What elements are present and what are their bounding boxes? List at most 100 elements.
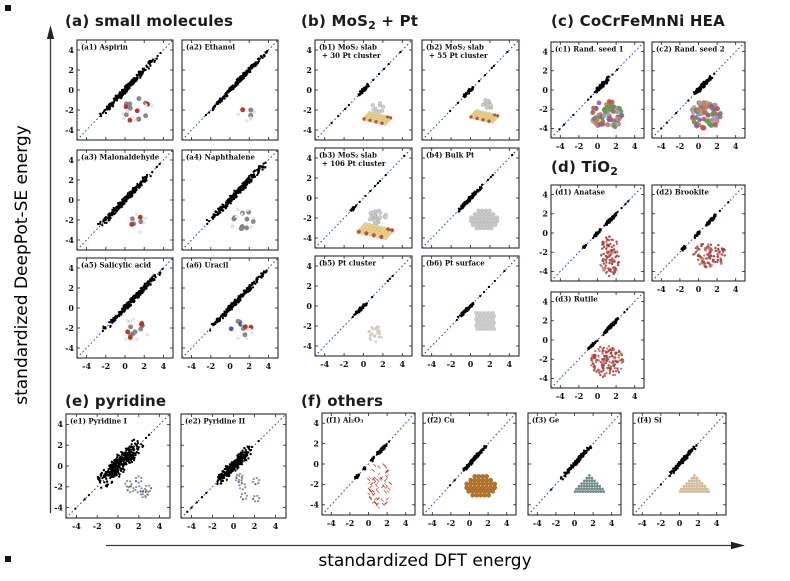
x-tick-label: -2 — [340, 359, 349, 369]
pt-surface-structure-icon — [474, 311, 497, 331]
x-tick-label: -4 — [187, 521, 196, 531]
y-tick-label: 4 — [306, 261, 312, 271]
y-tick-label: 4 — [57, 419, 63, 429]
x-tick-label: 0 — [231, 521, 237, 531]
x-tick-label: 0 — [115, 521, 121, 531]
y-tick-label: -2 — [539, 354, 548, 364]
y-tick-label: -4 — [310, 500, 319, 510]
tick-marks — [182, 150, 278, 250]
germanium-structure-icon — [573, 473, 606, 494]
y-axis-arrowhead-icon — [46, 25, 55, 39]
y-tick-label: 4 — [68, 155, 74, 165]
panel-label: (f4) Si — [637, 416, 662, 425]
x-tick-label: 4 — [609, 518, 615, 528]
x-tick-label: 2 — [252, 521, 258, 531]
panel-f1: (f1) Al₂O₃ 4 2 0 -2 -4 -4 -2 0 2 4 — [310, 412, 416, 528]
x-tick-label: -4 — [427, 359, 436, 369]
y-tick-label: -4 — [65, 343, 74, 353]
y-tick-label: -4 — [65, 235, 74, 245]
y-tick-label: 2 — [542, 209, 548, 219]
section-title-f: (f) others — [301, 392, 383, 412]
scatter-points — [186, 439, 260, 513]
panel-b4: (b4) Bulk Pt — [421, 147, 520, 249]
tick-marks — [551, 292, 644, 388]
y-tick-label: 4 — [68, 263, 74, 273]
identity-line — [421, 147, 520, 249]
mos2-slab-30pt-structure-icon — [362, 101, 393, 126]
y-tick-label: -2 — [310, 479, 319, 489]
x-tick-label: 2 — [714, 284, 720, 294]
y-tick-label: -4 — [539, 373, 548, 383]
panel-label: (d1) Anatase — [555, 188, 606, 197]
identity-line — [314, 147, 413, 249]
panel-e2: (e2) Pyridine II -4 -2 0 2 4 — [180, 413, 287, 531]
pt-cluster-structure-icon — [367, 325, 383, 344]
panel-label: (c1) Rand. seed 1 — [555, 45, 624, 54]
panel-label: (b4) Bulk Pt — [426, 151, 475, 160]
section-title-c: (c) CoCrFeMnNi HEA — [551, 12, 725, 32]
x-tick-label: 4 — [733, 141, 739, 151]
panel-label: (f1) Al₂O₃ — [326, 416, 363, 425]
panel-label-line2: + 55 Pt cluster — [429, 51, 488, 60]
scatter-points — [455, 269, 506, 322]
section-title-b: (b) MoS2 + Pt — [301, 12, 418, 32]
y-axis-label: standardized DeepPot-SE energy — [12, 125, 32, 405]
panel-label: (c2) Rand. seed 2 — [656, 45, 725, 54]
x-tick-label: -2 — [101, 361, 110, 371]
section-title-a: (a) small molecules — [65, 12, 233, 32]
panel-f4: (f4) Si -4 -2 0 2 4 — [632, 412, 727, 528]
corner-mark-top — [5, 5, 11, 11]
panel-c2: (c2) Rand. seed 2 -4 -2 0 2 4 — [651, 41, 746, 151]
y-tick-label: 2 — [68, 65, 74, 75]
x-tick-label: 2 — [487, 359, 493, 369]
y-tick-label: 4 — [542, 296, 548, 306]
panel-a1: (a1) Aspirin 4 2 0 -2 -4 — [65, 39, 174, 141]
panel-label: (a1) Aspirin — [81, 43, 128, 52]
tick-marks — [633, 413, 726, 515]
y-tick-label: 2 — [542, 316, 548, 326]
scatter-points — [448, 50, 509, 113]
x-tick-label: -4 — [556, 141, 565, 151]
y-tick-label: -4 — [303, 233, 312, 243]
identity-line — [321, 412, 416, 516]
section-title-text: (f) others — [301, 392, 384, 410]
x-tick-label: -4 — [82, 361, 91, 371]
y-tick-label: 4 — [542, 46, 548, 56]
y-tick-label: 0 — [542, 335, 548, 345]
x-tick-label: 0 — [227, 361, 233, 371]
panel-label: (f2) Cu — [427, 416, 455, 425]
x-tick-label: -4 — [638, 518, 647, 528]
y-tick-label: -4 — [54, 502, 63, 512]
tick-marks — [422, 40, 519, 140]
x-tick-label: 4 — [507, 359, 513, 369]
section-title-text: (c) CoCrFeMnNi HEA — [551, 12, 725, 30]
y-tick-label: 2 — [57, 440, 63, 450]
section-title-text: + Pt — [375, 12, 419, 30]
x-tick-label: 4 — [273, 521, 279, 531]
y-tick-label: 2 — [68, 175, 74, 185]
x-tick-label: -4 — [320, 359, 329, 369]
identity-line — [421, 39, 520, 141]
y-tick-label: 4 — [306, 45, 312, 55]
panel-f2: (f2) Cu -4 -2 0 2 4 — [422, 412, 517, 528]
y-tick-label: 2 — [306, 65, 312, 75]
identity-line — [314, 39, 413, 141]
corner-mark-bottom — [5, 556, 11, 562]
x-tick-label: -4 — [428, 518, 437, 528]
panel-b3: (b3) MoS₂ slab+ 106 Pt cluster 4 2 0 -2 -4 — [303, 147, 413, 249]
panel-label: (d2) Brookite — [656, 188, 710, 197]
x-tick-label: 2 — [141, 361, 147, 371]
panel-a5: (a5) Salicylic acid 4 2 0 -2 -4 -4 -2 0 2 4 — [65, 257, 174, 371]
silicon-structure-icon — [678, 473, 711, 494]
panel-label: (b3) MoS₂ slab — [319, 151, 377, 160]
x-tick-label: -4 — [327, 518, 336, 528]
x-tick-label: 0 — [468, 359, 474, 369]
bulk-pt-structure-icon — [468, 208, 500, 231]
x-tick-label: -4 — [187, 361, 196, 371]
y-tick-label: 0 — [306, 85, 312, 95]
tick-marks — [322, 413, 415, 515]
panel-label: (d3) Rutile — [555, 295, 598, 304]
scatter-points — [351, 274, 394, 319]
x-tick-label: 4 — [266, 361, 272, 371]
